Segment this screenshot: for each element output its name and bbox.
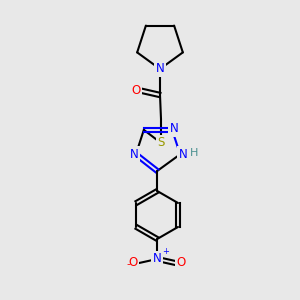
Text: +: +: [162, 247, 169, 256]
Text: H: H: [190, 148, 198, 158]
Text: O: O: [177, 256, 186, 269]
Text: O: O: [131, 83, 141, 97]
Text: N: N: [153, 253, 162, 266]
Text: S: S: [157, 136, 165, 149]
Text: N: N: [130, 148, 138, 161]
Text: N: N: [179, 148, 188, 161]
Text: N: N: [170, 122, 178, 135]
Text: N: N: [156, 62, 164, 76]
Text: -: -: [126, 259, 130, 269]
Text: O: O: [129, 256, 138, 269]
